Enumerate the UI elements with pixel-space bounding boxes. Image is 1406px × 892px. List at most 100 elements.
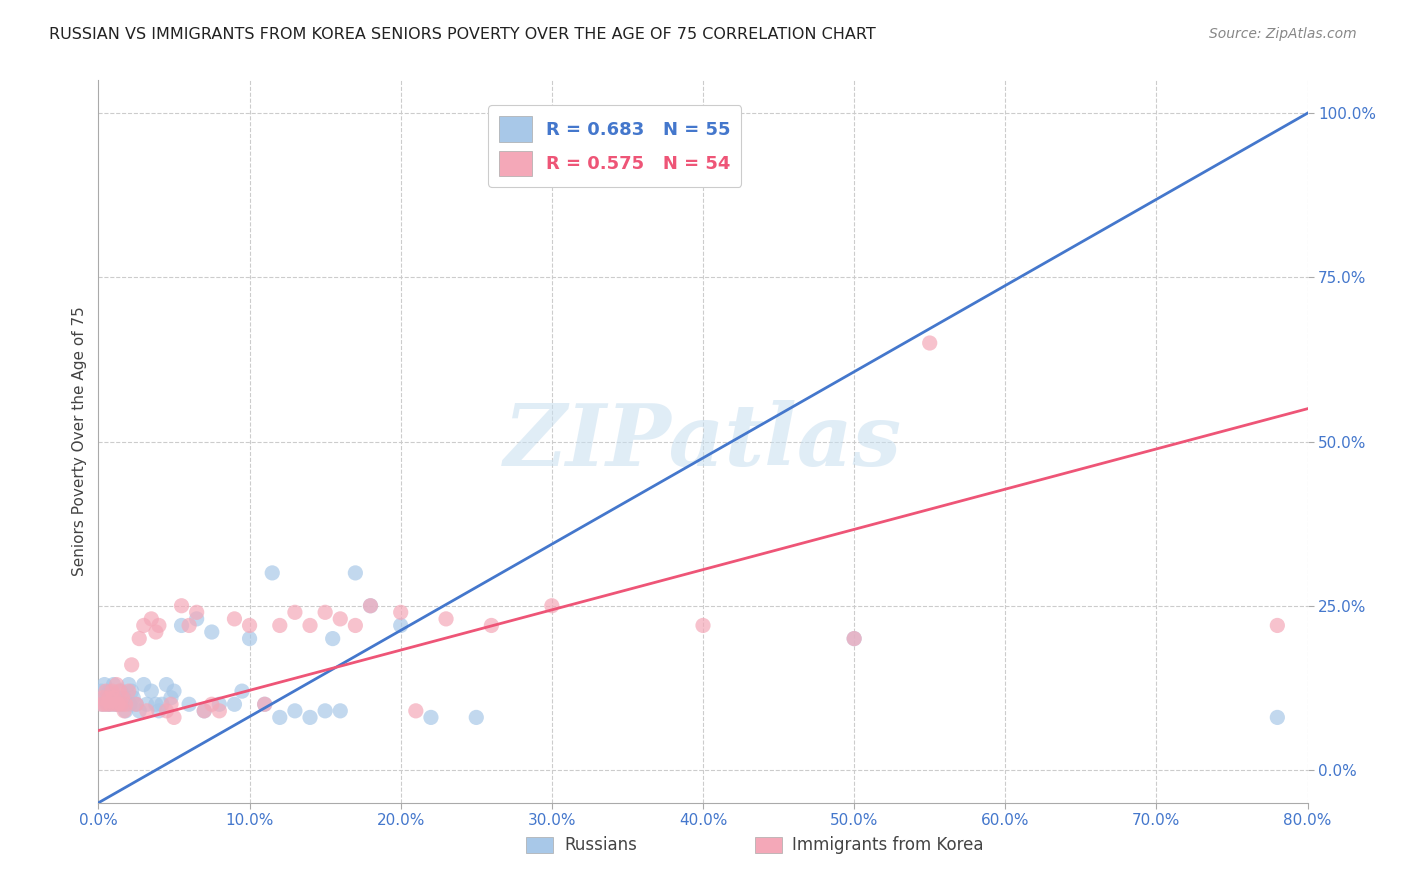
Point <box>193 704 215 718</box>
Point <box>224 698 246 712</box>
Point <box>145 625 167 640</box>
Text: ZIPatlas: ZIPatlas <box>503 400 903 483</box>
Point <box>148 704 170 718</box>
Point <box>314 605 336 619</box>
Point <box>179 698 201 712</box>
Point <box>101 684 124 698</box>
Point <box>540 599 562 613</box>
Point <box>186 612 208 626</box>
Y-axis label: Seniors Poverty Over the Age of 75: Seniors Poverty Over the Age of 75 <box>72 307 87 576</box>
Point <box>150 698 173 712</box>
Point <box>108 684 131 698</box>
Point <box>125 698 148 712</box>
Point <box>128 704 150 718</box>
Point <box>201 698 224 712</box>
Point <box>239 618 262 632</box>
Point <box>93 677 115 691</box>
Point <box>160 690 183 705</box>
Point <box>170 618 193 632</box>
Point <box>94 684 117 698</box>
Point <box>193 704 215 718</box>
Point <box>91 698 114 712</box>
Legend: R = 0.683   N = 55, R = 0.575   N = 54: R = 0.683 N = 55, R = 0.575 N = 54 <box>488 105 741 187</box>
Point <box>299 618 322 632</box>
Point <box>329 704 352 718</box>
Point <box>344 618 367 632</box>
Text: Source: ZipAtlas.com: Source: ZipAtlas.com <box>1209 27 1357 41</box>
Point <box>434 612 457 626</box>
Point <box>405 704 427 718</box>
Point <box>160 698 183 712</box>
Point <box>344 566 367 580</box>
Point <box>208 698 231 712</box>
Point <box>224 612 246 626</box>
Point <box>481 618 503 632</box>
Point <box>253 698 276 712</box>
Point <box>128 632 150 646</box>
Point <box>112 704 135 718</box>
Point <box>100 698 122 712</box>
Point <box>103 690 125 705</box>
Point <box>844 632 866 646</box>
Point <box>132 677 155 691</box>
Point <box>201 625 224 640</box>
Point <box>98 690 121 705</box>
Point <box>122 690 145 705</box>
Point <box>112 690 135 705</box>
Point <box>239 632 262 646</box>
Point <box>163 710 186 724</box>
Point <box>360 599 382 613</box>
Point <box>125 698 148 712</box>
Point <box>208 704 231 718</box>
Text: Immigrants from Korea: Immigrants from Korea <box>793 837 984 855</box>
Point <box>96 698 118 712</box>
Point <box>299 710 322 724</box>
Point <box>98 684 121 698</box>
Point <box>93 698 115 712</box>
Point <box>90 698 112 712</box>
Point <box>118 684 141 698</box>
Text: Russians: Russians <box>564 837 637 855</box>
Point <box>360 599 382 613</box>
FancyBboxPatch shape <box>526 838 553 854</box>
Point <box>135 698 157 712</box>
Point <box>107 698 129 712</box>
Point <box>114 704 136 718</box>
Point <box>121 657 143 672</box>
Point <box>329 612 352 626</box>
Point <box>314 704 336 718</box>
Point <box>284 605 307 619</box>
Point <box>105 690 128 705</box>
Point <box>114 698 136 712</box>
Point <box>111 690 134 705</box>
Point <box>111 698 134 712</box>
Point <box>105 677 128 691</box>
Point <box>269 618 291 632</box>
Point <box>107 698 129 712</box>
Point <box>141 612 163 626</box>
Point <box>284 704 307 718</box>
Point <box>420 710 443 724</box>
Point <box>104 698 127 712</box>
Point <box>94 690 117 705</box>
Point <box>692 618 714 632</box>
Point <box>101 690 124 705</box>
Point <box>465 710 488 724</box>
Point <box>110 684 132 698</box>
Point <box>104 698 127 712</box>
Point <box>844 632 866 646</box>
Point <box>96 698 118 712</box>
Point <box>91 690 114 705</box>
Point <box>179 618 201 632</box>
Point <box>163 684 186 698</box>
Point <box>148 618 170 632</box>
Point <box>110 698 132 712</box>
Point <box>186 605 208 619</box>
Point <box>253 698 276 712</box>
Point <box>322 632 344 646</box>
Point <box>132 618 155 632</box>
Point <box>231 684 253 698</box>
Point <box>155 677 177 691</box>
Point <box>389 618 412 632</box>
Point <box>135 704 157 718</box>
